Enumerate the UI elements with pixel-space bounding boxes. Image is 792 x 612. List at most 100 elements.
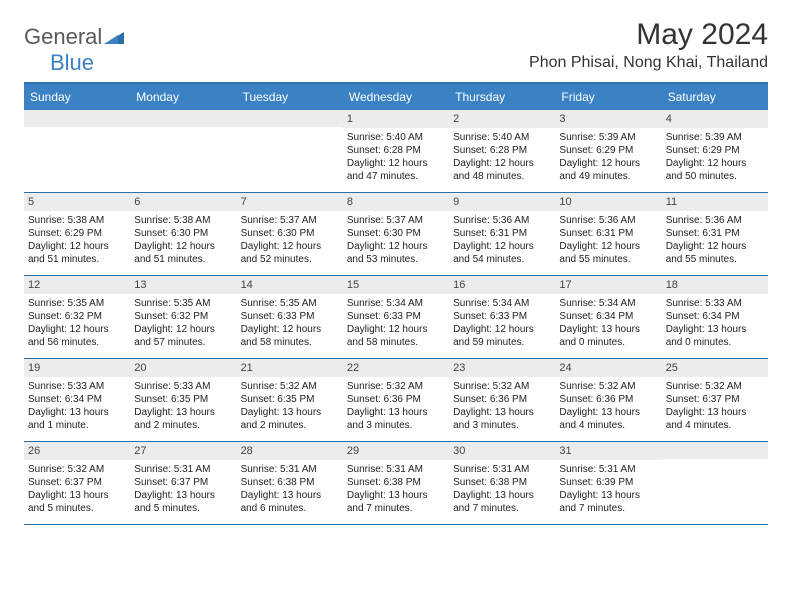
day-info-line: Daylight: 12 hours and 52 minutes. (241, 240, 339, 266)
day-header-monday: Monday (130, 84, 236, 110)
day-info-line: Sunset: 6:32 PM (134, 310, 232, 323)
day-info-line: Sunrise: 5:36 AM (453, 214, 551, 227)
day-info-line: Daylight: 13 hours and 7 minutes. (453, 489, 551, 515)
day-number (24, 110, 130, 127)
day-info-line: Sunset: 6:37 PM (666, 393, 764, 406)
day-cell (24, 110, 130, 192)
month-title: May 2024 (529, 18, 768, 52)
day-header-sunday: Sunday (24, 84, 130, 110)
day-info-line: Sunset: 6:38 PM (347, 476, 445, 489)
day-info-line: Sunset: 6:37 PM (28, 476, 126, 489)
day-info-line: Daylight: 13 hours and 4 minutes. (666, 406, 764, 432)
day-info-line: Daylight: 13 hours and 7 minutes. (347, 489, 445, 515)
day-info-line: Sunset: 6:34 PM (666, 310, 764, 323)
day-info-line: Sunrise: 5:39 AM (559, 131, 657, 144)
day-header-wednesday: Wednesday (343, 84, 449, 110)
week-row: 1Sunrise: 5:40 AMSunset: 6:28 PMDaylight… (24, 110, 768, 193)
day-number: 2 (449, 110, 555, 128)
day-number: 21 (237, 359, 343, 377)
day-info-line: Sunset: 6:36 PM (453, 393, 551, 406)
day-info-line: Sunrise: 5:34 AM (453, 297, 551, 310)
day-info-line: Sunset: 6:34 PM (559, 310, 657, 323)
day-cell: 15Sunrise: 5:34 AMSunset: 6:33 PMDayligh… (343, 276, 449, 358)
day-info-line: Sunrise: 5:37 AM (241, 214, 339, 227)
day-info-line: Sunrise: 5:40 AM (453, 131, 551, 144)
day-number: 13 (130, 276, 236, 294)
day-number: 30 (449, 442, 555, 460)
day-info-line: Sunset: 6:36 PM (347, 393, 445, 406)
day-cell: 27Sunrise: 5:31 AMSunset: 6:37 PMDayligh… (130, 442, 236, 524)
title-block: May 2024 Phon Phisai, Nong Khai, Thailan… (529, 18, 768, 72)
day-number: 6 (130, 193, 236, 211)
day-number: 11 (662, 193, 768, 211)
day-info-line: Sunrise: 5:40 AM (347, 131, 445, 144)
day-cell: 29Sunrise: 5:31 AMSunset: 6:38 PMDayligh… (343, 442, 449, 524)
day-info-line: Daylight: 12 hours and 50 minutes. (666, 157, 764, 183)
day-info-line: Daylight: 13 hours and 3 minutes. (453, 406, 551, 432)
day-cell: 12Sunrise: 5:35 AMSunset: 6:32 PMDayligh… (24, 276, 130, 358)
day-info-line: Sunrise: 5:32 AM (559, 380, 657, 393)
day-info-line: Daylight: 12 hours and 47 minutes. (347, 157, 445, 183)
day-info-line: Daylight: 13 hours and 3 minutes. (347, 406, 445, 432)
day-number: 14 (237, 276, 343, 294)
day-info-line: Sunset: 6:30 PM (241, 227, 339, 240)
day-info-line: Daylight: 12 hours and 54 minutes. (453, 240, 551, 266)
day-info-line: Daylight: 12 hours and 57 minutes. (134, 323, 232, 349)
day-info-line: Sunrise: 5:37 AM (347, 214, 445, 227)
day-number: 9 (449, 193, 555, 211)
day-info-line: Sunrise: 5:36 AM (666, 214, 764, 227)
day-info-line: Sunset: 6:31 PM (453, 227, 551, 240)
day-number (237, 110, 343, 127)
day-info-line: Sunset: 6:33 PM (241, 310, 339, 323)
day-number: 31 (555, 442, 661, 460)
day-number: 4 (662, 110, 768, 128)
day-info-line: Sunset: 6:29 PM (28, 227, 126, 240)
day-info-line: Daylight: 12 hours and 55 minutes. (666, 240, 764, 266)
day-cell: 8Sunrise: 5:37 AMSunset: 6:30 PMDaylight… (343, 193, 449, 275)
day-number: 20 (130, 359, 236, 377)
day-info-line: Sunrise: 5:38 AM (28, 214, 126, 227)
day-cell: 21Sunrise: 5:32 AMSunset: 6:35 PMDayligh… (237, 359, 343, 441)
day-number: 18 (662, 276, 768, 294)
day-cell: 16Sunrise: 5:34 AMSunset: 6:33 PMDayligh… (449, 276, 555, 358)
day-cell: 18Sunrise: 5:33 AMSunset: 6:34 PMDayligh… (662, 276, 768, 358)
day-info-line: Daylight: 12 hours and 48 minutes. (453, 157, 551, 183)
day-cell: 14 Sunrise: 5:35 AMSunset: 6:33 PMDayligh… (237, 276, 343, 358)
day-info-line: Sunrise: 5:32 AM (453, 380, 551, 393)
day-info-line: Daylight: 13 hours and 2 minutes. (134, 406, 232, 432)
location: Phon Phisai, Nong Khai, Thailand (529, 54, 768, 72)
day-number: 10 (555, 193, 661, 211)
day-info-line: Sunset: 6:38 PM (241, 476, 339, 489)
day-number: 24 (555, 359, 661, 377)
day-cell: 23Sunrise: 5:32 AMSunset: 6:36 PMDayligh… (449, 359, 555, 441)
week-row: 5 Sunrise: 5:38 AMSunset: 6:29 PM Daylight… (24, 193, 768, 276)
day-info-line: Daylight: 13 hours and 5 minutes. (28, 489, 126, 515)
day-info-line: Sunrise: 5:35 AM (28, 297, 126, 310)
day-info-line: Sunrise: 5:35 AM (241, 297, 339, 310)
day-info-line: Sunset: 6:28 PM (347, 144, 445, 157)
day-header-saturday: Saturday (662, 84, 768, 110)
day-info-line: Sunrise: 5:31 AM (347, 463, 445, 476)
day-info-line: Daylight: 13 hours and 6 minutes. (241, 489, 339, 515)
day-info-line: Daylight: 13 hours and 2 minutes. (241, 406, 339, 432)
day-header-row: SundayMondayTuesdayWednesdayThursdayFrid… (24, 84, 768, 110)
day-cell: 20Sunrise: 5:33 AMSunset: 6:35 PMDayligh… (130, 359, 236, 441)
week-row: 12Sunrise: 5:35 AMSunset: 6:32 PMDayligh… (24, 276, 768, 359)
day-info-line: Daylight: 12 hours and 58 minutes. (241, 323, 339, 349)
day-info-line: Sunset: 6:35 PM (134, 393, 232, 406)
day-cell: 22Sunrise: 5:32 AMSunset: 6:36 PMDayligh… (343, 359, 449, 441)
day-number: 5 (24, 193, 130, 211)
day-info-line: Sunrise: 5:32 AM (666, 380, 764, 393)
day-header-tuesday: Tuesday (237, 84, 343, 110)
day-info-line: Sunset: 6:34 PM (28, 393, 126, 406)
day-number: 15 (343, 276, 449, 294)
day-cell: 19Sunrise: 5:33 AMSunset: 6:34 PMDayligh… (24, 359, 130, 441)
day-info-line: Sunset: 6:35 PM (241, 393, 339, 406)
day-info-line: Daylight: 12 hours and 51 minutes. (134, 240, 232, 266)
day-cell: 28Sunrise: 5:31 AMSunset: 6:38 PMDayligh… (237, 442, 343, 524)
day-cell: 1Sunrise: 5:40 AMSunset: 6:28 PMDaylight… (343, 110, 449, 192)
day-info-line: Sunset: 6:39 PM (559, 476, 657, 489)
header: General Blue May 2024 Phon Phisai, Nong … (24, 18, 768, 76)
logo-part2: Blue (50, 50, 94, 75)
day-info-line: Daylight: 12 hours and 53 minutes. (347, 240, 445, 266)
